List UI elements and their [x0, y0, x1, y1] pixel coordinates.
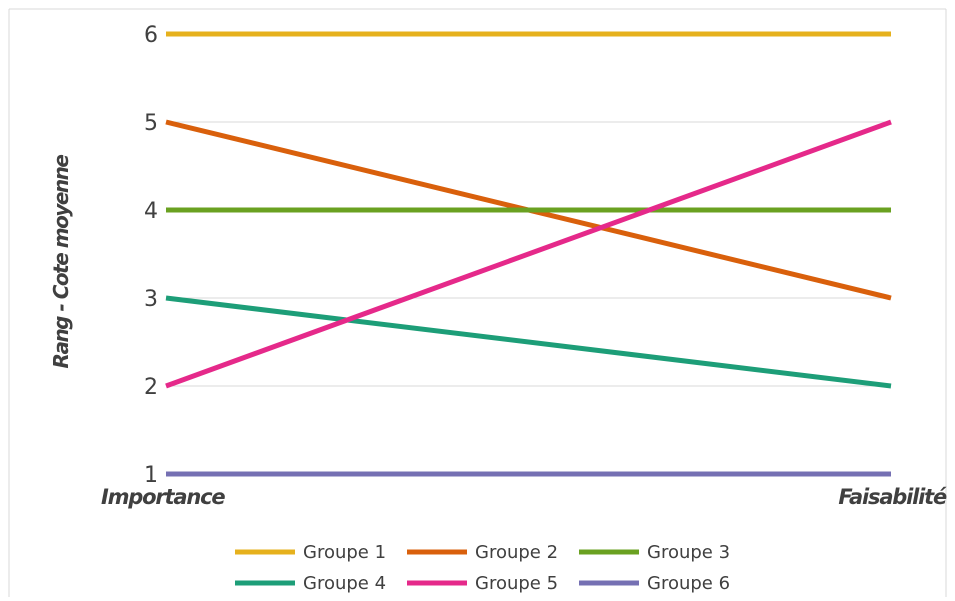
- legend-item: Groupe 5: [407, 573, 558, 594]
- y-tick-label: 3: [144, 287, 158, 312]
- series-line-groupe-4: [165, 295, 892, 389]
- legend-item: Groupe 3: [579, 542, 730, 563]
- legend-item: Groupe 4: [235, 573, 386, 594]
- legend: Groupe 1 Groupe 2 Groupe 3 Groupe 4 Groupe 5…: [235, 542, 730, 594]
- y-tick-label: 4: [144, 199, 158, 224]
- legend-label: Groupe 6: [647, 573, 730, 594]
- legend-item: Groupe 6: [579, 573, 730, 594]
- legend-label: Groupe 2: [475, 542, 558, 563]
- series-line-groupe-5: [165, 119, 892, 389]
- y-axis-title: Rang - Cote moyenne: [49, 155, 73, 369]
- y-tick-label: 6: [144, 23, 158, 48]
- y-axis-ticks: 1 2 3 4 5 6: [144, 23, 158, 488]
- y-tick-label: 2: [144, 375, 158, 400]
- legend-item: Groupe 1: [235, 542, 386, 563]
- legend-label: Groupe 3: [647, 542, 730, 563]
- legend-label: Groupe 4: [303, 573, 386, 594]
- legend-item: Groupe 2: [407, 542, 558, 563]
- x-category-label: Faisabilité: [838, 485, 947, 509]
- x-axis-categories: Importance Faisabilité: [101, 485, 948, 509]
- y-tick-label: 1: [144, 463, 158, 488]
- x-category-label: Importance: [101, 485, 225, 509]
- legend-label: Groupe 1: [303, 542, 386, 563]
- plot-lines: [165, 31, 892, 477]
- legend-label: Groupe 5: [475, 573, 558, 594]
- y-tick-label: 5: [144, 111, 158, 136]
